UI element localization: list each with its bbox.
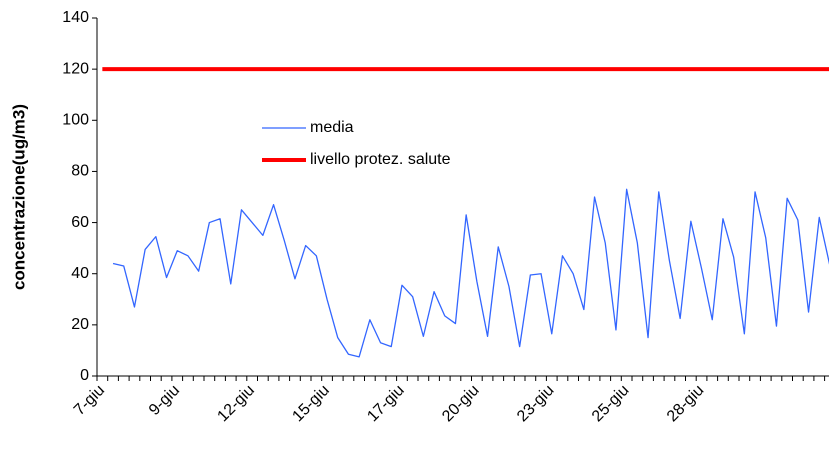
x-tick-label: 15-giu xyxy=(289,382,332,425)
y-tick-label: 0 xyxy=(80,367,89,384)
x-tick-label: 9-giu xyxy=(146,382,183,419)
y-tick-label: 120 xyxy=(62,60,89,77)
y-tick-label: 100 xyxy=(62,112,89,129)
series-line xyxy=(112,188,829,358)
x-tick-label: 12-giu xyxy=(214,382,257,425)
y-tick-label: 140 xyxy=(62,9,89,26)
legend-label: media xyxy=(310,119,354,136)
x-tick-label: 17-giu xyxy=(364,382,407,425)
y-tick-label: 60 xyxy=(71,214,89,231)
y-axis-label: concentrazione(ug/m3) xyxy=(9,104,28,290)
x-tick-label: 23-giu xyxy=(514,382,557,425)
x-tick-label: 25-giu xyxy=(589,382,632,425)
y-tick-label: 80 xyxy=(71,163,89,180)
y-tick-label: 40 xyxy=(71,265,89,282)
y-tick-label: 20 xyxy=(71,316,89,333)
x-tick-label: 20-giu xyxy=(439,382,482,425)
legend-label: livello protez. salute xyxy=(310,151,451,168)
x-tick-label: 28-giu xyxy=(664,382,707,425)
x-tick-label: 7-giu xyxy=(71,382,108,419)
